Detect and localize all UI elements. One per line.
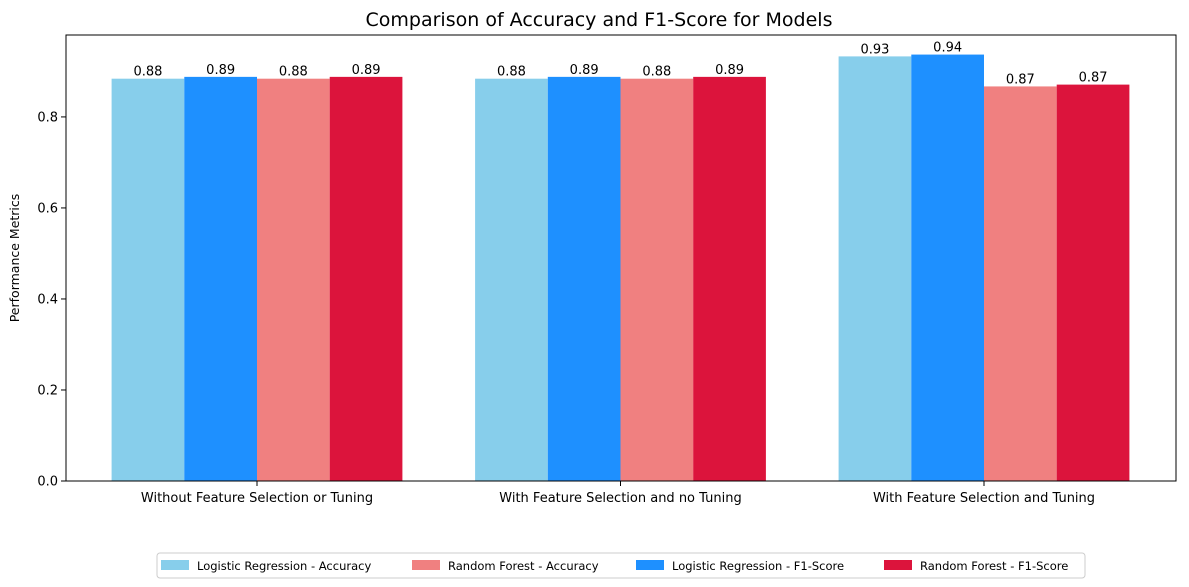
bar-2-0 — [257, 78, 330, 481]
legend: Logistic Regression - Accuracy Random For… — [156, 552, 1086, 579]
data-labels-group: 0.88 0.88 0.93 0.89 0.89 0.94 0.88 0.88 0.87 0.89… — [133, 41, 1107, 88]
data-label-0-0: 0.88 — [133, 65, 162, 80]
legend-box — [156, 552, 1086, 579]
data-label-3-1: 0.89 — [715, 63, 744, 78]
bar-1-1 — [547, 76, 621, 482]
data-label-0-1: 0.88 — [497, 65, 526, 80]
y-tick-label-1: 0.2 — [37, 383, 58, 398]
data-label-1-2: 0.94 — [933, 41, 962, 56]
data-label-3-2: 0.87 — [1079, 71, 1108, 86]
bar-3-1 — [693, 76, 766, 482]
x-tick-label-2: With Feature Selection and Tuning — [873, 491, 1095, 506]
bar-1-2 — [911, 54, 984, 481]
data-label-2-1: 0.88 — [642, 65, 671, 80]
data-label-1-1: 0.89 — [570, 63, 599, 78]
data-label-2-2: 0.87 — [1006, 72, 1035, 87]
y-tick-label-4: 0.8 — [37, 110, 58, 125]
bar-3-2 — [1056, 84, 1130, 482]
legend-swatch-1 — [636, 560, 664, 570]
x-tick-label-0: Without Feature Selection or Tuning — [141, 491, 373, 506]
bars-group — [111, 54, 1130, 482]
data-label-0-2: 0.93 — [860, 42, 889, 57]
legend-swatch-2 — [412, 560, 440, 570]
y-tick-label-3: 0.6 — [37, 201, 58, 216]
bar-2-2 — [984, 86, 1057, 482]
legend-label-0: Logistic Regression - Accuracy — [197, 559, 371, 573]
y-axis-label: Performance Metrics — [7, 194, 22, 323]
bar-2-1 — [620, 78, 694, 481]
data-label-2-0: 0.88 — [279, 65, 308, 80]
bar-0-2 — [838, 56, 912, 481]
legend-label-2: Random Forest - Accuracy — [448, 559, 599, 573]
y-axis: 0.0 0.2 0.4 0.6 0.8 — [37, 110, 66, 490]
bar-1-0 — [184, 76, 257, 482]
legend-swatch-0 — [161, 560, 189, 570]
bar-0-1 — [475, 78, 548, 481]
legend-swatch-3 — [884, 560, 912, 570]
chart-title: Comparison of Accuracy and F1-Score for … — [366, 9, 833, 31]
data-label-3-0: 0.89 — [352, 63, 381, 78]
bar-0-0 — [111, 78, 185, 481]
plot-frame — [65, 34, 1177, 482]
y-tick-label-2: 0.4 — [37, 292, 58, 307]
x-tick-label-1: With Feature Selection and no Tuning — [499, 491, 741, 506]
data-label-1-0: 0.89 — [206, 63, 235, 78]
bar-3-0 — [329, 76, 403, 482]
x-axis: Without Feature Selection or Tuning With … — [141, 481, 1095, 506]
legend-label-3: Random Forest - F1-Score — [920, 559, 1068, 573]
y-tick-label-0: 0.0 — [37, 475, 58, 490]
legend-label-1: Logistic Regression - F1-Score — [672, 559, 844, 573]
